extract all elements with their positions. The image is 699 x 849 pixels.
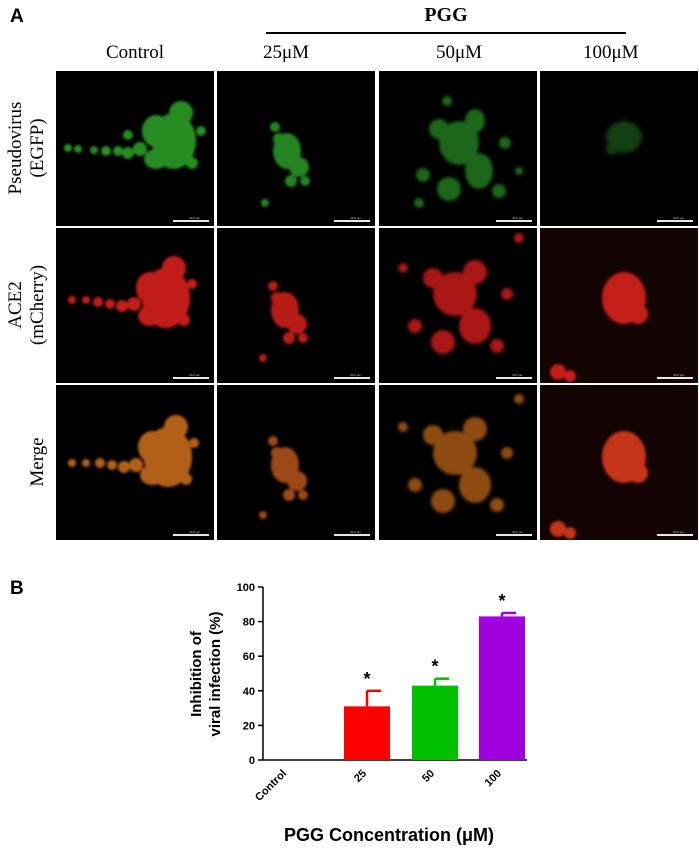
significance-marker: *: [431, 657, 438, 677]
micrograph-50um-merge: 40.0 μm: [379, 385, 537, 540]
micrograph-control-mcherry: 40.0 μm: [56, 228, 214, 383]
x-tick-label: 25: [352, 768, 369, 785]
y-tick-label: 100: [237, 582, 255, 594]
row-label-pseudovirus: Pseudovirus (EGFP): [5, 101, 48, 195]
column-label-100um: 100μM: [583, 42, 639, 63]
scale-bar-label: 40.0 μm: [350, 530, 361, 534]
scale-bar: [496, 220, 532, 222]
inhibition-bar-chart: 0 20 40 60 80 100 Control * 25 * 50 * 100 Inhibition …: [188, 582, 527, 845]
column-label-control: Control: [105, 42, 165, 63]
panel-a-letter: A: [10, 6, 24, 27]
micrograph-25um-egfp: 40.0 μm: [217, 71, 375, 226]
micrograph-50um-egfp: 40.0 μm: [379, 71, 537, 226]
y-tick-label: 60: [243, 651, 255, 663]
scale-bar: [657, 534, 693, 536]
column-label-50um: 50μM: [436, 42, 483, 63]
x-tick-label: Control: [253, 768, 289, 804]
row-label-merge: Merge: [27, 437, 48, 487]
scale-bar-label: 40.0 μm: [350, 216, 361, 220]
scale-bar: [334, 534, 370, 536]
y-tick-label: 40: [243, 686, 255, 698]
scale-bar-label: 40.0 μm: [673, 216, 684, 220]
panel-b-letter: B: [10, 578, 24, 599]
micrograph-50um-mcherry: 40.0 μm: [379, 228, 537, 383]
scale-bar-label: 40.0 μm: [673, 373, 684, 377]
scale-bar-label: 40.0 μm: [512, 530, 523, 534]
bar-50: [412, 685, 458, 760]
scale-bar-label: 40.0 μm: [189, 216, 200, 220]
scale-bar-label: 40.0 μm: [189, 373, 200, 377]
column-label-25um: 25μM: [263, 42, 310, 63]
scale-bar: [496, 377, 532, 379]
y-axis-label-line2: viral infection (%): [207, 611, 224, 736]
scale-bar: [496, 534, 532, 536]
micrograph-control-egfp: 40.0 μm: [56, 71, 214, 226]
significance-marker: *: [363, 669, 370, 689]
scale-bar: [334, 220, 370, 222]
micrograph-25um-mcherry: 40.0 μm: [217, 228, 375, 383]
scale-bar-label: 40.0 μm: [189, 530, 200, 534]
y-tick-label: 20: [243, 720, 255, 732]
scale-bar: [173, 377, 209, 379]
bar-100: [479, 616, 525, 760]
x-tick-label: 100: [483, 768, 504, 789]
row-label-ace2: ACE2 (mCherry): [5, 264, 48, 346]
scale-bar: [334, 377, 370, 379]
micrograph-100um-mcherry: 40.0 μm: [540, 228, 698, 383]
scale-bar-label: 40.0 μm: [673, 530, 684, 534]
micrograph-100um-merge: 40.0 μm: [540, 385, 698, 540]
scale-bar-label: 40.0 μm: [350, 373, 361, 377]
pgg-group-line: [266, 32, 626, 34]
micrograph-100um-egfp: 40.0 μm: [540, 71, 698, 226]
scale-bar: [173, 220, 209, 222]
pgg-group-label: PGG: [424, 4, 468, 26]
scale-bar: [657, 377, 693, 379]
significance-marker: *: [498, 591, 505, 611]
y-tick-label: 80: [243, 617, 255, 629]
bar-25: [344, 706, 390, 760]
scale-bar-label: 40.0 μm: [512, 216, 523, 220]
x-tick-label: 50: [420, 768, 437, 785]
x-axis-label: PGG Concentration (μM): [284, 825, 494, 845]
scale-bar: [657, 220, 693, 222]
micrograph-control-merge: 40.0 μm: [56, 385, 214, 540]
y-axis-label-line1: Inhibition of: [188, 630, 205, 717]
scale-bar-label: 40.0 μm: [512, 373, 523, 377]
micrograph-25um-merge: 40.0 μm: [217, 385, 375, 540]
y-tick-label: 0: [249, 755, 255, 767]
scale-bar: [173, 534, 209, 536]
